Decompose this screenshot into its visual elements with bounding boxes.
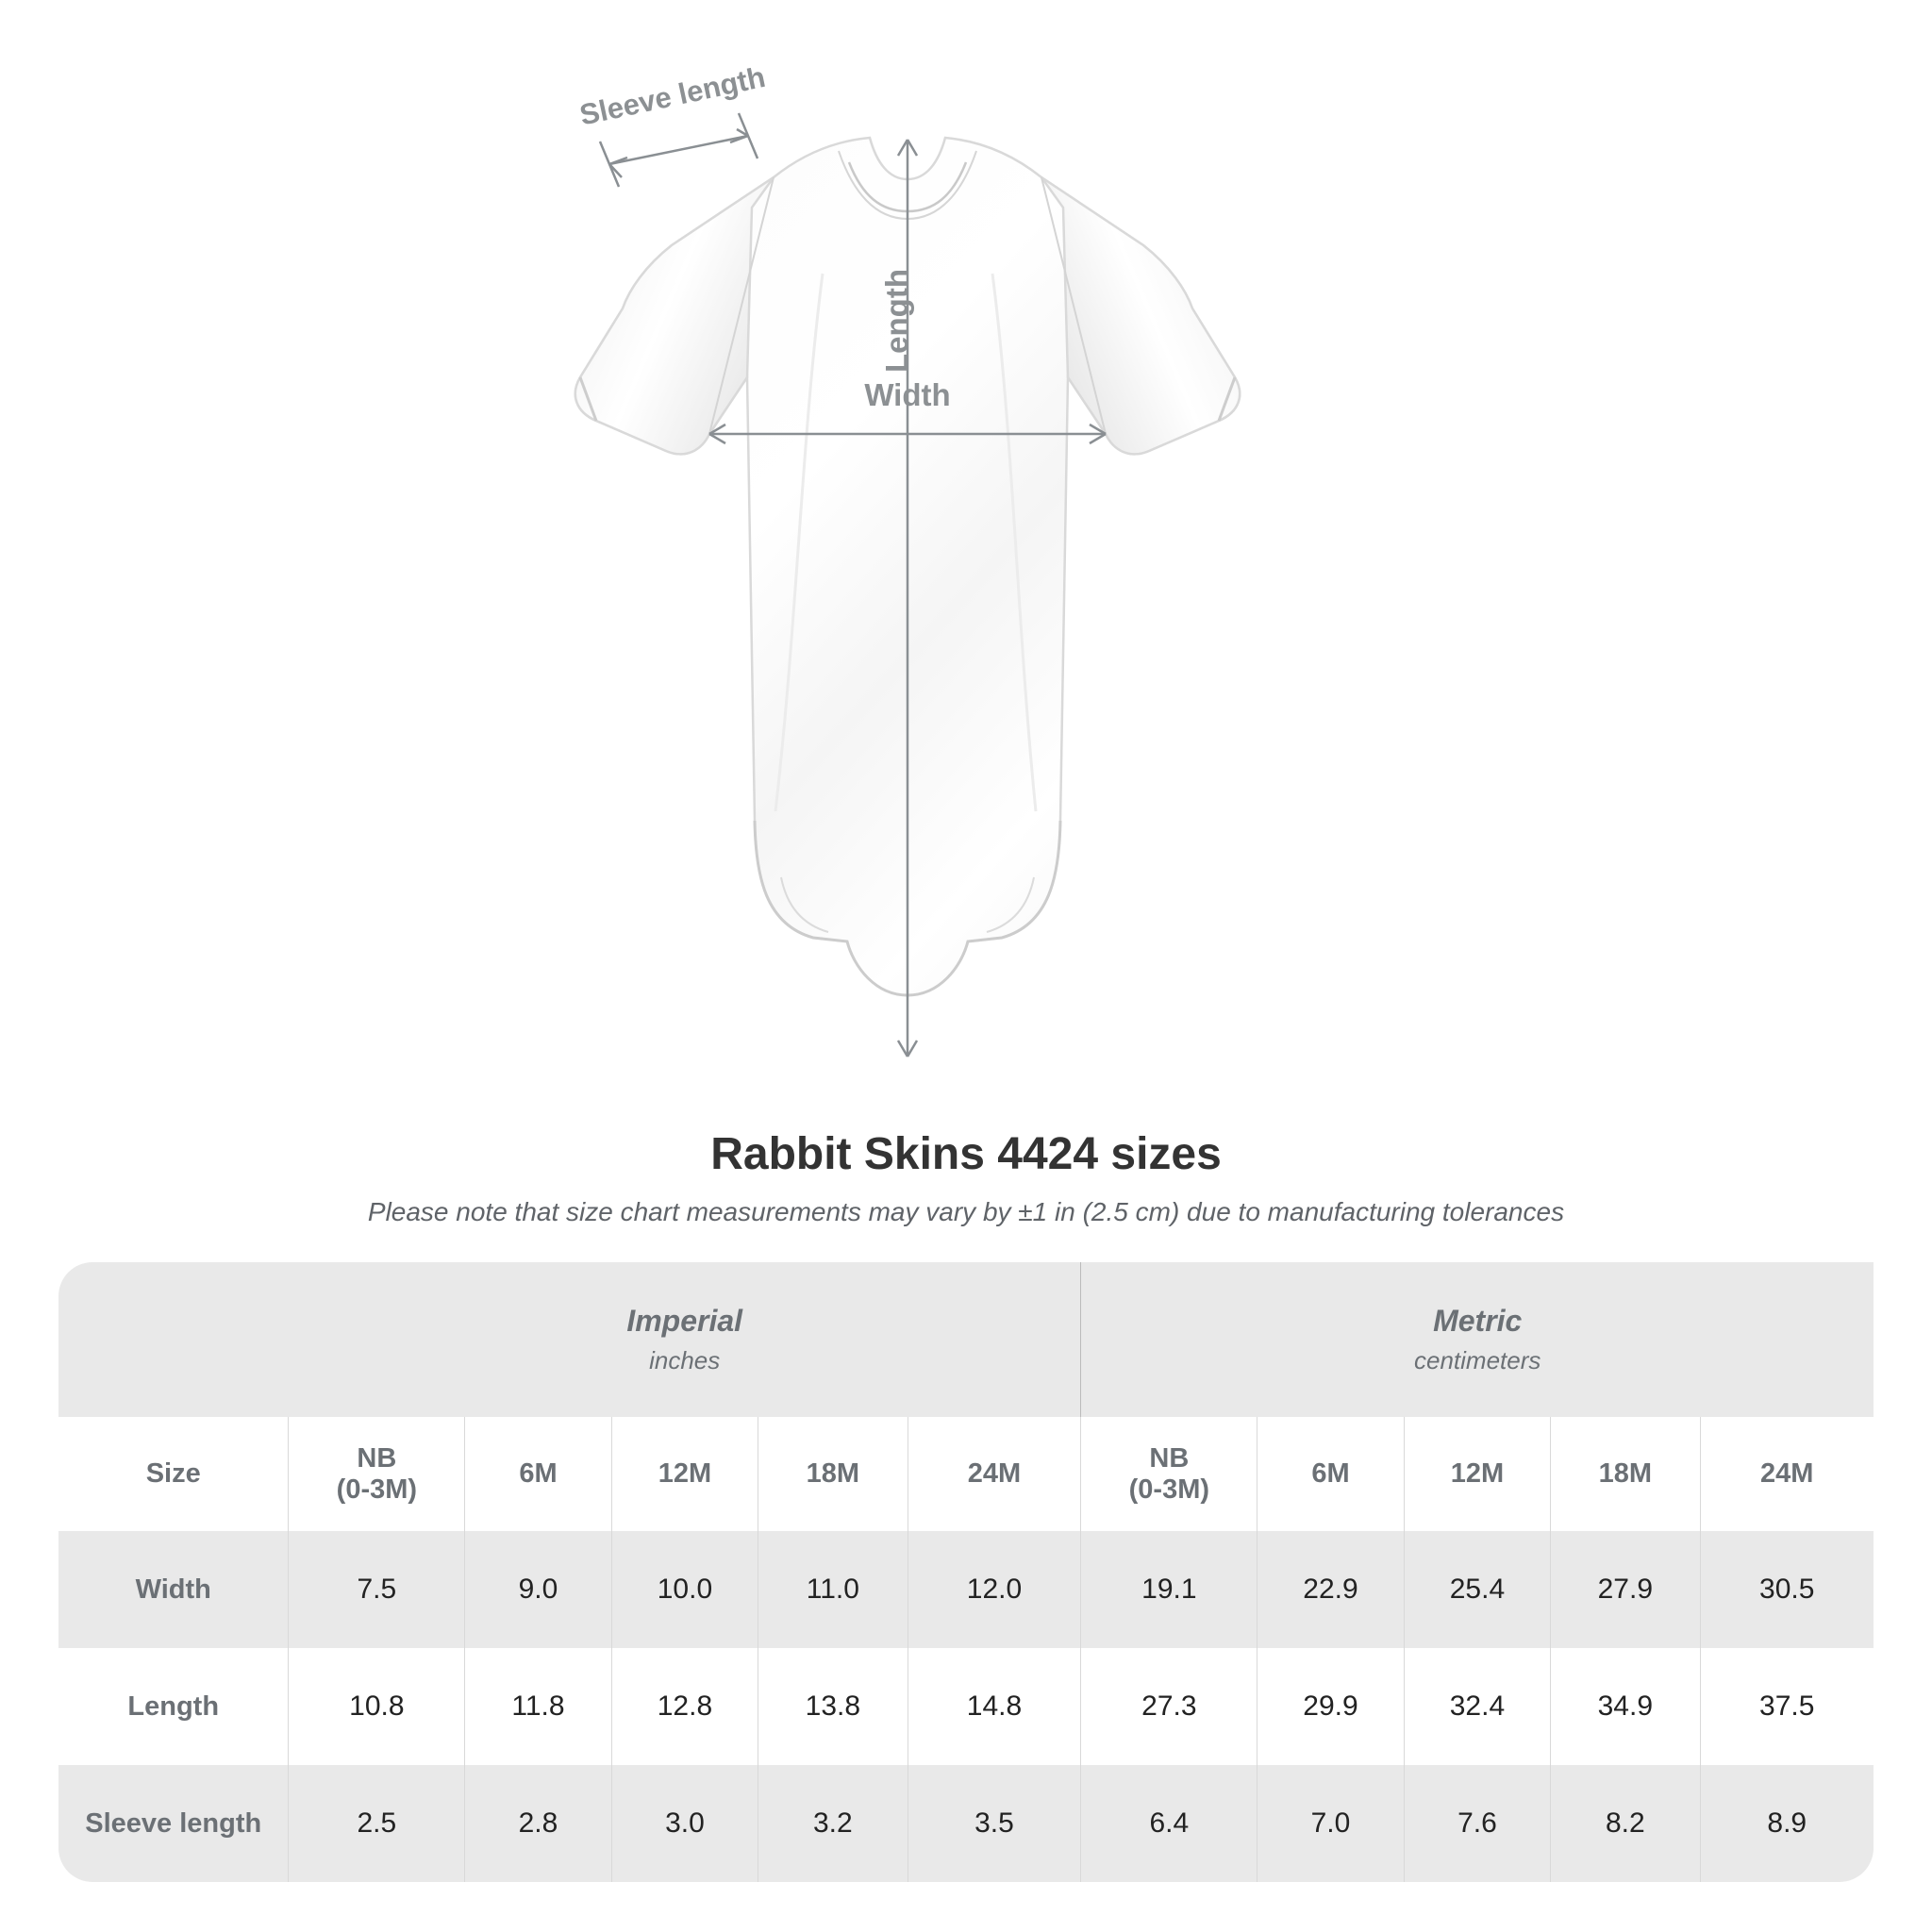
- svg-text:Sleeve length: Sleeve length: [576, 60, 768, 132]
- svg-text:Length: Length: [879, 269, 914, 373]
- svg-text:Width: Width: [864, 377, 950, 412]
